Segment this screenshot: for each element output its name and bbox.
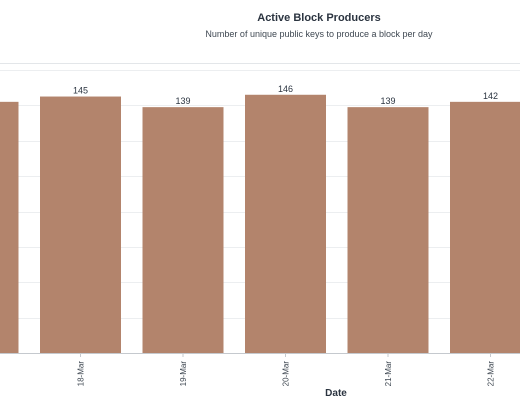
bar-17-mar[interactable]: [0, 101, 19, 354]
data-label-18-mar: 145: [73, 86, 88, 96]
bars: [0, 94, 520, 354]
x-tick-label-20-mar: 20-Mar: [282, 361, 291, 387]
x-tick-label-19-mar: 19-Mar: [179, 361, 188, 387]
chart-title: Active Block Producers: [257, 12, 381, 24]
data-label-19-mar: 139: [175, 96, 190, 106]
data-label-20-mar: 146: [278, 84, 293, 94]
bar-19-mar[interactable]: [142, 107, 224, 353]
bar-21-mar[interactable]: [347, 107, 429, 353]
bar-20-mar[interactable]: [245, 94, 326, 353]
data-label-22-mar: 142: [483, 91, 498, 101]
bar-18-mar[interactable]: [40, 96, 121, 353]
x-axis-title: Date: [325, 388, 347, 399]
x-tick-label-22-mar: 22-Mar: [487, 361, 496, 387]
x-axis-ticks: 18-Mar 19-Mar 20-Mar 21-Mar 22-Mar: [77, 353, 496, 387]
x-tick-label-18-mar: 18-Mar: [77, 361, 86, 387]
chart-subtitle: Number of unique public keys to produce …: [205, 29, 433, 39]
x-tick-label-21-mar: 21-Mar: [384, 361, 393, 387]
data-labels: 145 139 146 139 142: [73, 84, 498, 106]
bar-22-mar[interactable]: [450, 101, 520, 354]
data-label-21-mar: 139: [380, 96, 395, 106]
